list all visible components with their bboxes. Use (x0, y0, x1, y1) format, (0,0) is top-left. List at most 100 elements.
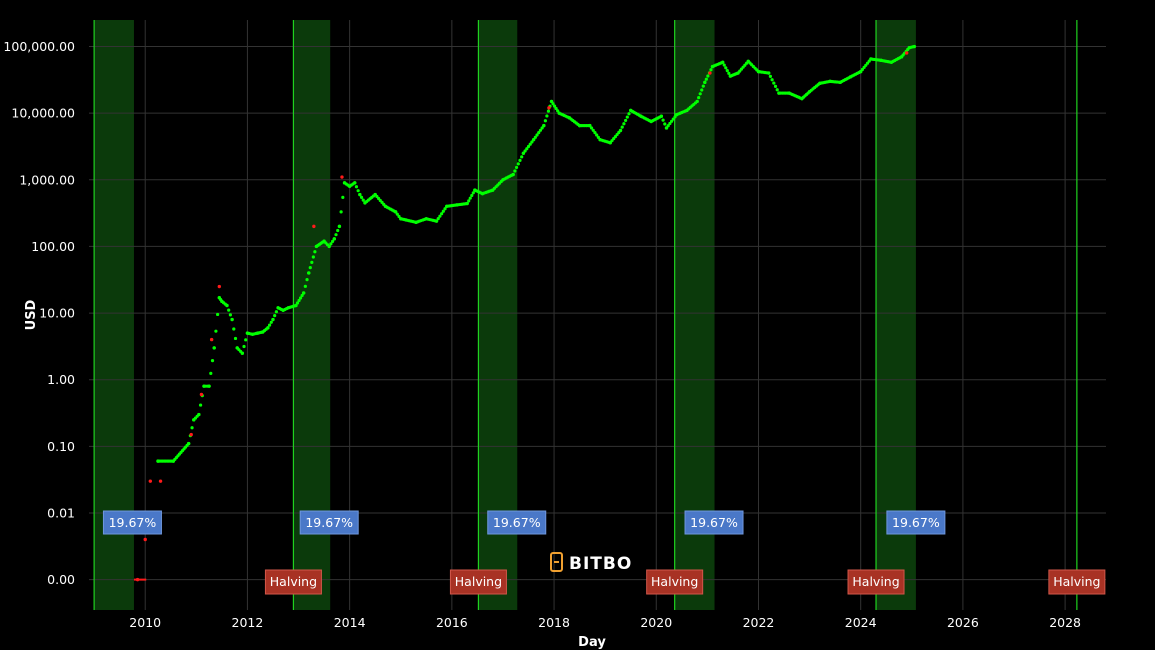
price-point (467, 199, 471, 203)
halving-label: Halving (852, 574, 899, 589)
x-tick-label: 2016 (436, 615, 468, 630)
price-point (704, 77, 708, 81)
price-point (298, 296, 303, 300)
price-point-down (547, 106, 551, 110)
percentage-labels: 19.67% 19.67% 19.67% 19.67% 19.67% (102, 510, 946, 535)
x-tick-label: 2010 (129, 615, 161, 630)
price-point (331, 239, 335, 243)
price-point (255, 331, 260, 335)
price-point (800, 96, 804, 101)
price-point (879, 58, 883, 63)
price-point (383, 204, 388, 209)
price-point (728, 74, 733, 78)
price-point (624, 118, 628, 123)
price-point (334, 233, 338, 237)
price-point (664, 126, 669, 130)
percentage-label: 19.67% (690, 515, 738, 530)
price-point-down (312, 224, 316, 229)
price-point (322, 239, 326, 243)
price-point (438, 214, 442, 218)
price-point (271, 317, 275, 322)
y-axis-title: USD (24, 299, 39, 330)
price-point (202, 384, 206, 388)
y-tick-label: 0.10 (47, 439, 75, 454)
y-tick-label: 1.00 (47, 372, 75, 387)
price-point (608, 141, 612, 145)
price-point (552, 104, 557, 108)
price-point (359, 195, 364, 199)
price-point (659, 114, 664, 118)
price-point (736, 71, 740, 75)
price-point (787, 91, 791, 95)
price-point (557, 111, 561, 115)
price-point (303, 284, 307, 288)
price-point (545, 114, 549, 118)
price-point (773, 84, 778, 89)
x-tick-label: 2012 (232, 615, 264, 630)
price-point (593, 131, 597, 135)
price-point (220, 299, 224, 304)
price-point (445, 204, 449, 209)
price-point (622, 122, 626, 126)
price-point (537, 131, 541, 135)
percentage-label: 19.67% (109, 515, 157, 530)
price-point (399, 217, 403, 221)
price-point (912, 44, 917, 49)
y-tick-label: 10,000.00 (11, 106, 75, 121)
price-point (543, 119, 547, 123)
price-point (232, 327, 236, 331)
percentage-label-box (886, 510, 946, 535)
price-point (671, 117, 675, 121)
price-point (434, 219, 439, 223)
price-point (767, 71, 771, 75)
price-point (261, 330, 265, 334)
price-point (471, 191, 475, 195)
price-point (521, 151, 526, 155)
price-point (700, 88, 704, 92)
price-point (670, 119, 674, 123)
price-point (227, 308, 231, 312)
price-point (342, 181, 347, 185)
price-point (214, 329, 218, 333)
price-point (480, 191, 485, 196)
price-point (286, 306, 291, 310)
price-point (595, 133, 599, 137)
price-point (269, 320, 273, 324)
price-point (639, 114, 643, 118)
price-point-down (217, 284, 222, 289)
price-point (501, 178, 505, 182)
price-point (663, 122, 667, 126)
price-point (311, 255, 315, 259)
price-point (701, 84, 705, 88)
y-tick-label: 100,000.00 (3, 39, 75, 54)
price-point (314, 244, 319, 249)
price-point (329, 242, 333, 246)
price-point (354, 185, 359, 189)
price-point (190, 426, 194, 430)
price-point (242, 344, 246, 349)
price-point (577, 123, 582, 128)
price-point (589, 126, 594, 130)
price-point (531, 137, 536, 142)
price-point (523, 149, 527, 153)
price-point (440, 212, 444, 216)
price-point (768, 74, 773, 78)
price-point (777, 91, 781, 95)
price-point (212, 346, 216, 350)
price-point (685, 108, 689, 113)
price-point (695, 99, 699, 104)
price-point (209, 371, 213, 376)
price-point (230, 317, 234, 322)
price-point (526, 144, 531, 149)
price-point (436, 217, 440, 221)
price-point (889, 60, 894, 64)
price-point (649, 119, 653, 124)
price-point (858, 69, 863, 74)
x-tick-label: 2014 (334, 615, 366, 630)
price-point (770, 78, 774, 82)
price-point (245, 331, 250, 335)
price-point (772, 81, 776, 85)
halving-label-box (847, 569, 905, 595)
price-point-down (209, 337, 214, 342)
